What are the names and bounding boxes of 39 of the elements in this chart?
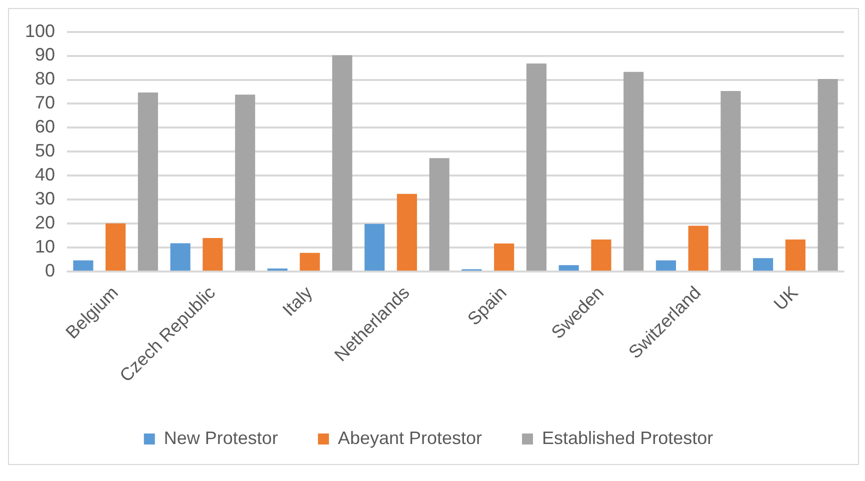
bar: [526, 63, 546, 271]
legend-label: Established Protestor: [542, 428, 714, 448]
bar: [558, 265, 579, 271]
y-tick-label: 20: [35, 212, 56, 233]
bar: [429, 158, 450, 271]
bar: [656, 260, 676, 271]
bar: [818, 79, 838, 271]
bar: [267, 268, 288, 271]
y-tick-label: 10: [35, 236, 56, 257]
y-tick-label: 70: [35, 92, 56, 113]
bar: [720, 91, 741, 271]
bar: [785, 239, 806, 271]
bar: [300, 252, 320, 271]
bar: [138, 92, 158, 271]
y-tick-label: 30: [35, 188, 56, 209]
x-tick-label: Italy: [278, 282, 316, 320]
bar: [235, 94, 256, 271]
y-tick-label: 90: [35, 44, 56, 65]
y-tick-label: 40: [35, 164, 56, 185]
bar: [688, 226, 708, 271]
y-tick-label: 80: [35, 68, 56, 89]
y-tick-label: 60: [35, 116, 56, 137]
y-tick-label: 0: [45, 260, 56, 281]
bar: [396, 194, 417, 271]
bar: [106, 223, 126, 271]
bar: [170, 243, 190, 271]
y-tick-label: 100: [24, 20, 56, 41]
legend-label: New Protestor: [164, 428, 278, 448]
bar: [494, 244, 514, 271]
y-tick-label: 50: [35, 140, 56, 161]
bar: [332, 55, 352, 271]
bar: [364, 224, 385, 271]
bar: [624, 72, 644, 271]
bar: [753, 258, 774, 271]
legend-label: Abeyant Protestor: [338, 428, 482, 448]
bar: [202, 238, 223, 271]
x-tick-label: UK: [770, 282, 802, 314]
bar: [73, 260, 94, 271]
bar: [591, 239, 612, 271]
